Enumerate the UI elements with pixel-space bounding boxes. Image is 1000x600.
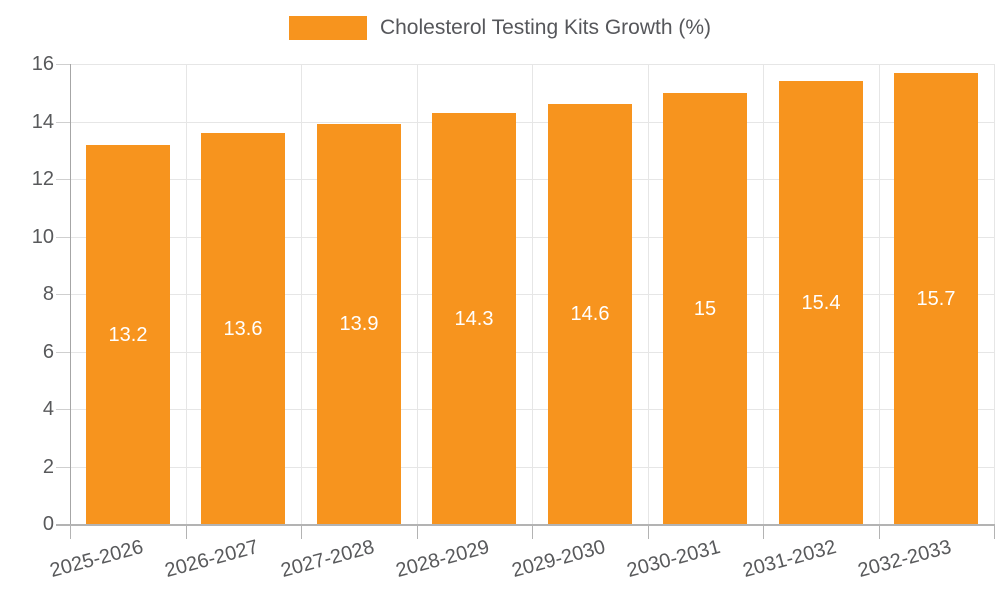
y-axis-tick-label: 8 [42, 283, 54, 305]
bar[interactable] [548, 104, 632, 524]
bar[interactable] [317, 124, 401, 524]
x-gridline [186, 64, 187, 524]
bar[interactable] [86, 145, 170, 524]
y-axis-tick [56, 467, 70, 468]
x-axis-tick [763, 524, 764, 539]
bar[interactable] [432, 113, 516, 524]
y-axis-tick [56, 237, 70, 238]
y-axis-tick [56, 409, 70, 410]
x-axis-line [56, 524, 994, 526]
bar-value-label: 15.4 [801, 292, 841, 314]
x-axis-tick [417, 524, 418, 539]
bar[interactable] [663, 93, 747, 524]
bar-value-label: 14.6 [570, 303, 610, 325]
x-axis-tick [301, 524, 302, 539]
y-axis-tick [56, 294, 70, 295]
legend-swatch-icon [288, 16, 367, 40]
x-gridline [763, 64, 764, 524]
y-axis-tick-label: 0 [42, 513, 54, 535]
x-gridline [648, 64, 649, 524]
y-axis-tick-label: 14 [31, 111, 54, 133]
y-axis-tick-label: 6 [42, 341, 54, 363]
y-axis-tick [56, 122, 70, 123]
legend-label: Cholesterol Testing Kits Growth (%) [379, 16, 712, 39]
bar-value-label: 13.6 [223, 318, 263, 340]
y-axis-tick-label: 12 [31, 168, 54, 190]
x-gridline [301, 64, 302, 524]
y-axis-tick-label: 16 [31, 53, 54, 75]
bar[interactable] [779, 81, 863, 524]
bar-value-label: 15.7 [916, 288, 956, 310]
x-gridline [879, 64, 880, 524]
y-axis-line [70, 64, 71, 524]
y-axis-tick-label: 10 [31, 226, 54, 248]
x-gridline [994, 64, 995, 524]
y-axis-tick-label: 2 [42, 456, 54, 478]
x-axis-tick [70, 524, 71, 539]
x-gridline [417, 64, 418, 524]
y-axis-tick [56, 64, 70, 65]
x-gridline [532, 64, 533, 524]
bar[interactable] [894, 73, 978, 524]
x-axis-tick [879, 524, 880, 539]
bar-value-label: 14.3 [454, 308, 494, 330]
x-axis-tick [994, 524, 995, 539]
y-axis-tick-label: 4 [42, 398, 54, 420]
y-axis-tick [56, 179, 70, 180]
x-axis-tick [532, 524, 533, 539]
bar-value-label: 15 [693, 298, 717, 320]
bar-value-label: 13.9 [339, 313, 379, 335]
bar[interactable] [201, 133, 285, 524]
legend[interactable]: Cholesterol Testing Kits Growth (%) [0, 16, 1000, 40]
y-axis-tick [56, 352, 70, 353]
bar-value-label: 13.2 [108, 324, 148, 346]
x-axis-tick [186, 524, 187, 539]
x-axis-tick [648, 524, 649, 539]
